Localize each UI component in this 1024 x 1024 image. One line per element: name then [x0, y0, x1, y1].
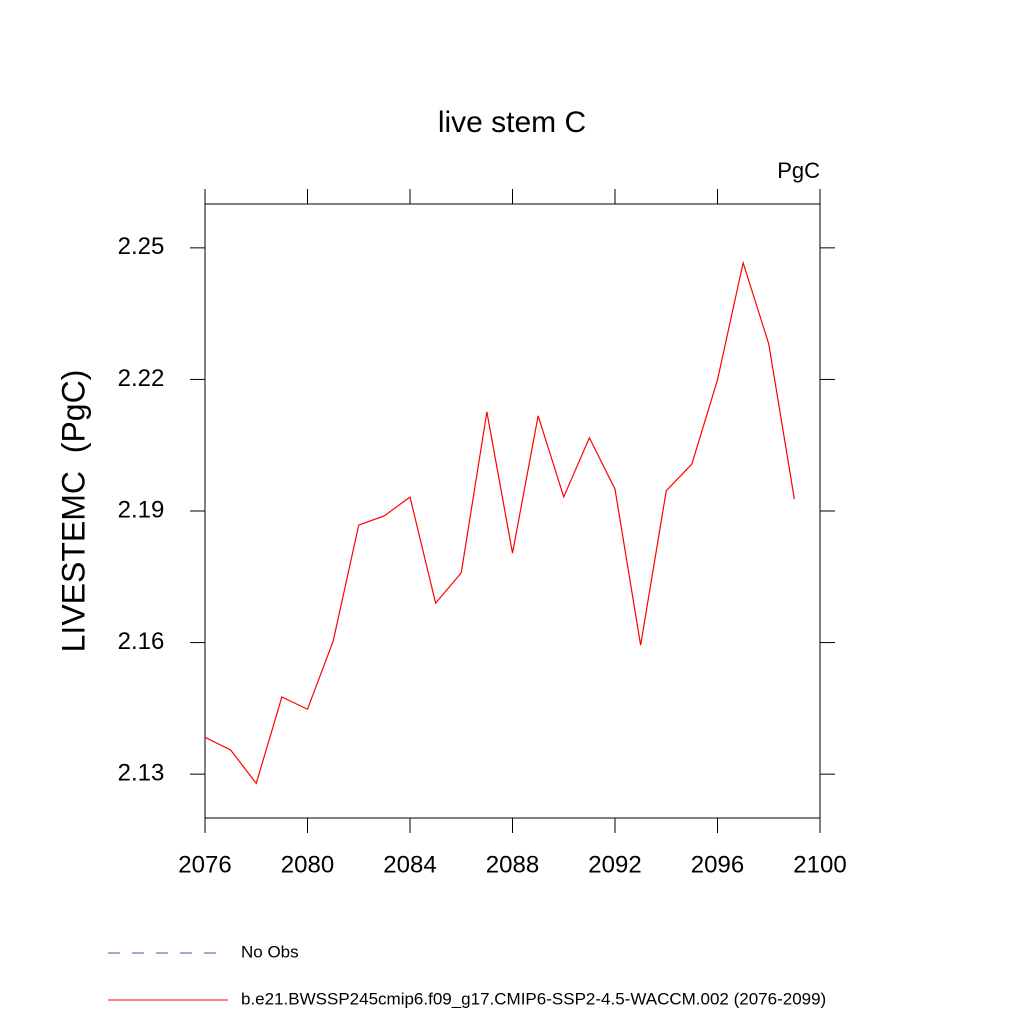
- legend-label: No Obs: [241, 942, 299, 961]
- y-tick-label: 2.25: [118, 233, 165, 260]
- x-tick-label: 2076: [178, 851, 231, 878]
- x-tick-label: 2080: [281, 851, 334, 878]
- y-tick-label: 2.22: [118, 365, 165, 392]
- x-tick-label: 2084: [383, 851, 436, 878]
- x-tick-label: 2100: [793, 851, 846, 878]
- y-axis-label: LIVESTEMC (PgC): [55, 370, 91, 653]
- y-tick-label: 2.13: [118, 759, 165, 786]
- y-tick-label: 2.16: [118, 628, 165, 655]
- x-tick-label: 2088: [486, 851, 539, 878]
- units-label: PgC: [777, 158, 820, 183]
- chart-title: live stem C: [438, 106, 586, 139]
- data-line: [204, 260, 795, 785]
- x-tick-label: 2096: [691, 851, 744, 878]
- x-tick-label: 2092: [588, 851, 641, 878]
- legend-label: b.e21.BWSSP245cmip6.f09_g17.CMIP6-SSP2-4…: [241, 989, 826, 1008]
- y-tick-label: 2.19: [118, 496, 165, 523]
